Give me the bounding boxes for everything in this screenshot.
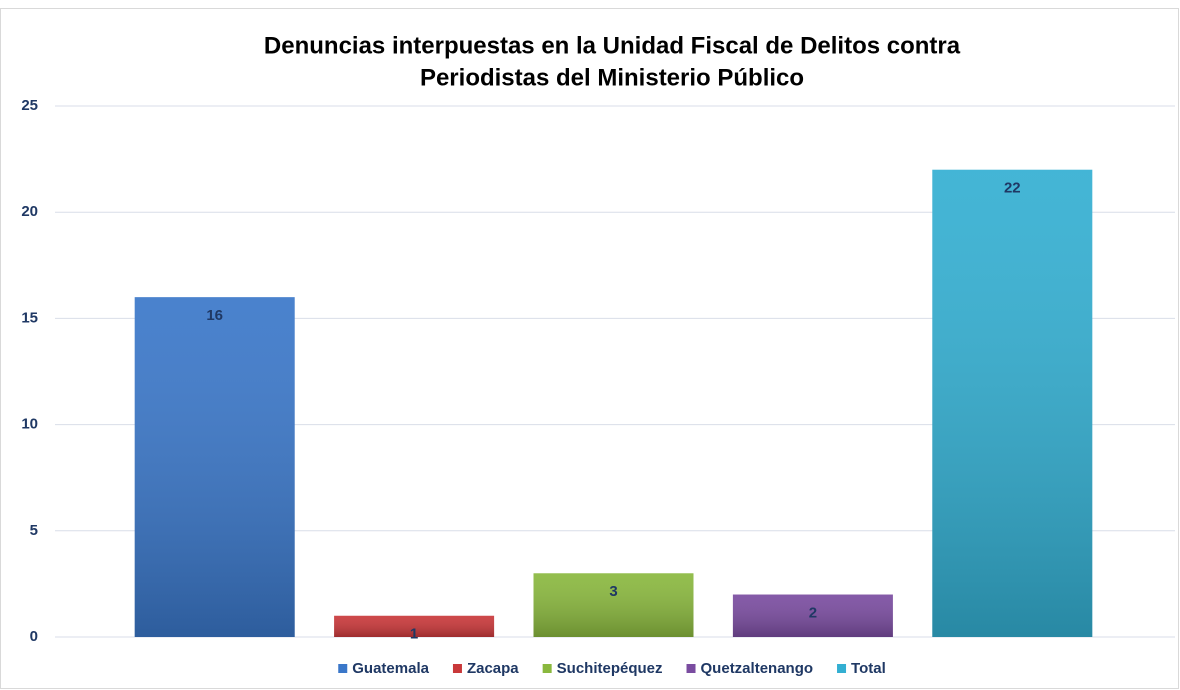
chart-title: Periodistas del Ministerio Público	[420, 64, 804, 91]
legend-label: Suchitepéquez	[557, 660, 663, 677]
legend-label: Guatemala	[352, 660, 429, 677]
bar	[932, 169, 1093, 637]
y-tick-label: 25	[21, 97, 38, 114]
legend-swatch	[452, 664, 462, 673]
y-tick-label: 0	[30, 628, 38, 645]
legend-swatch	[837, 664, 847, 673]
y-tick-label: 20	[21, 203, 38, 220]
y-tick-label: 5	[30, 522, 38, 539]
legend-label: Quetzaltenango	[701, 660, 814, 677]
legend-swatch	[338, 664, 348, 673]
value-label: 22	[1004, 180, 1021, 197]
legend-label: Total	[851, 660, 886, 677]
bar	[134, 297, 295, 637]
legend-swatch	[542, 664, 552, 673]
value-label: 16	[206, 307, 223, 324]
chart-title: Denuncias interpuestas en la Unidad Fisc…	[264, 32, 961, 59]
value-label: 3	[609, 583, 617, 600]
y-tick-label: 10	[21, 416, 38, 433]
value-label: 1	[410, 626, 418, 643]
legend-label: Zacapa	[467, 660, 519, 677]
value-label: 2	[809, 604, 817, 621]
y-tick-label: 15	[21, 309, 38, 326]
legend-swatch	[686, 664, 696, 673]
